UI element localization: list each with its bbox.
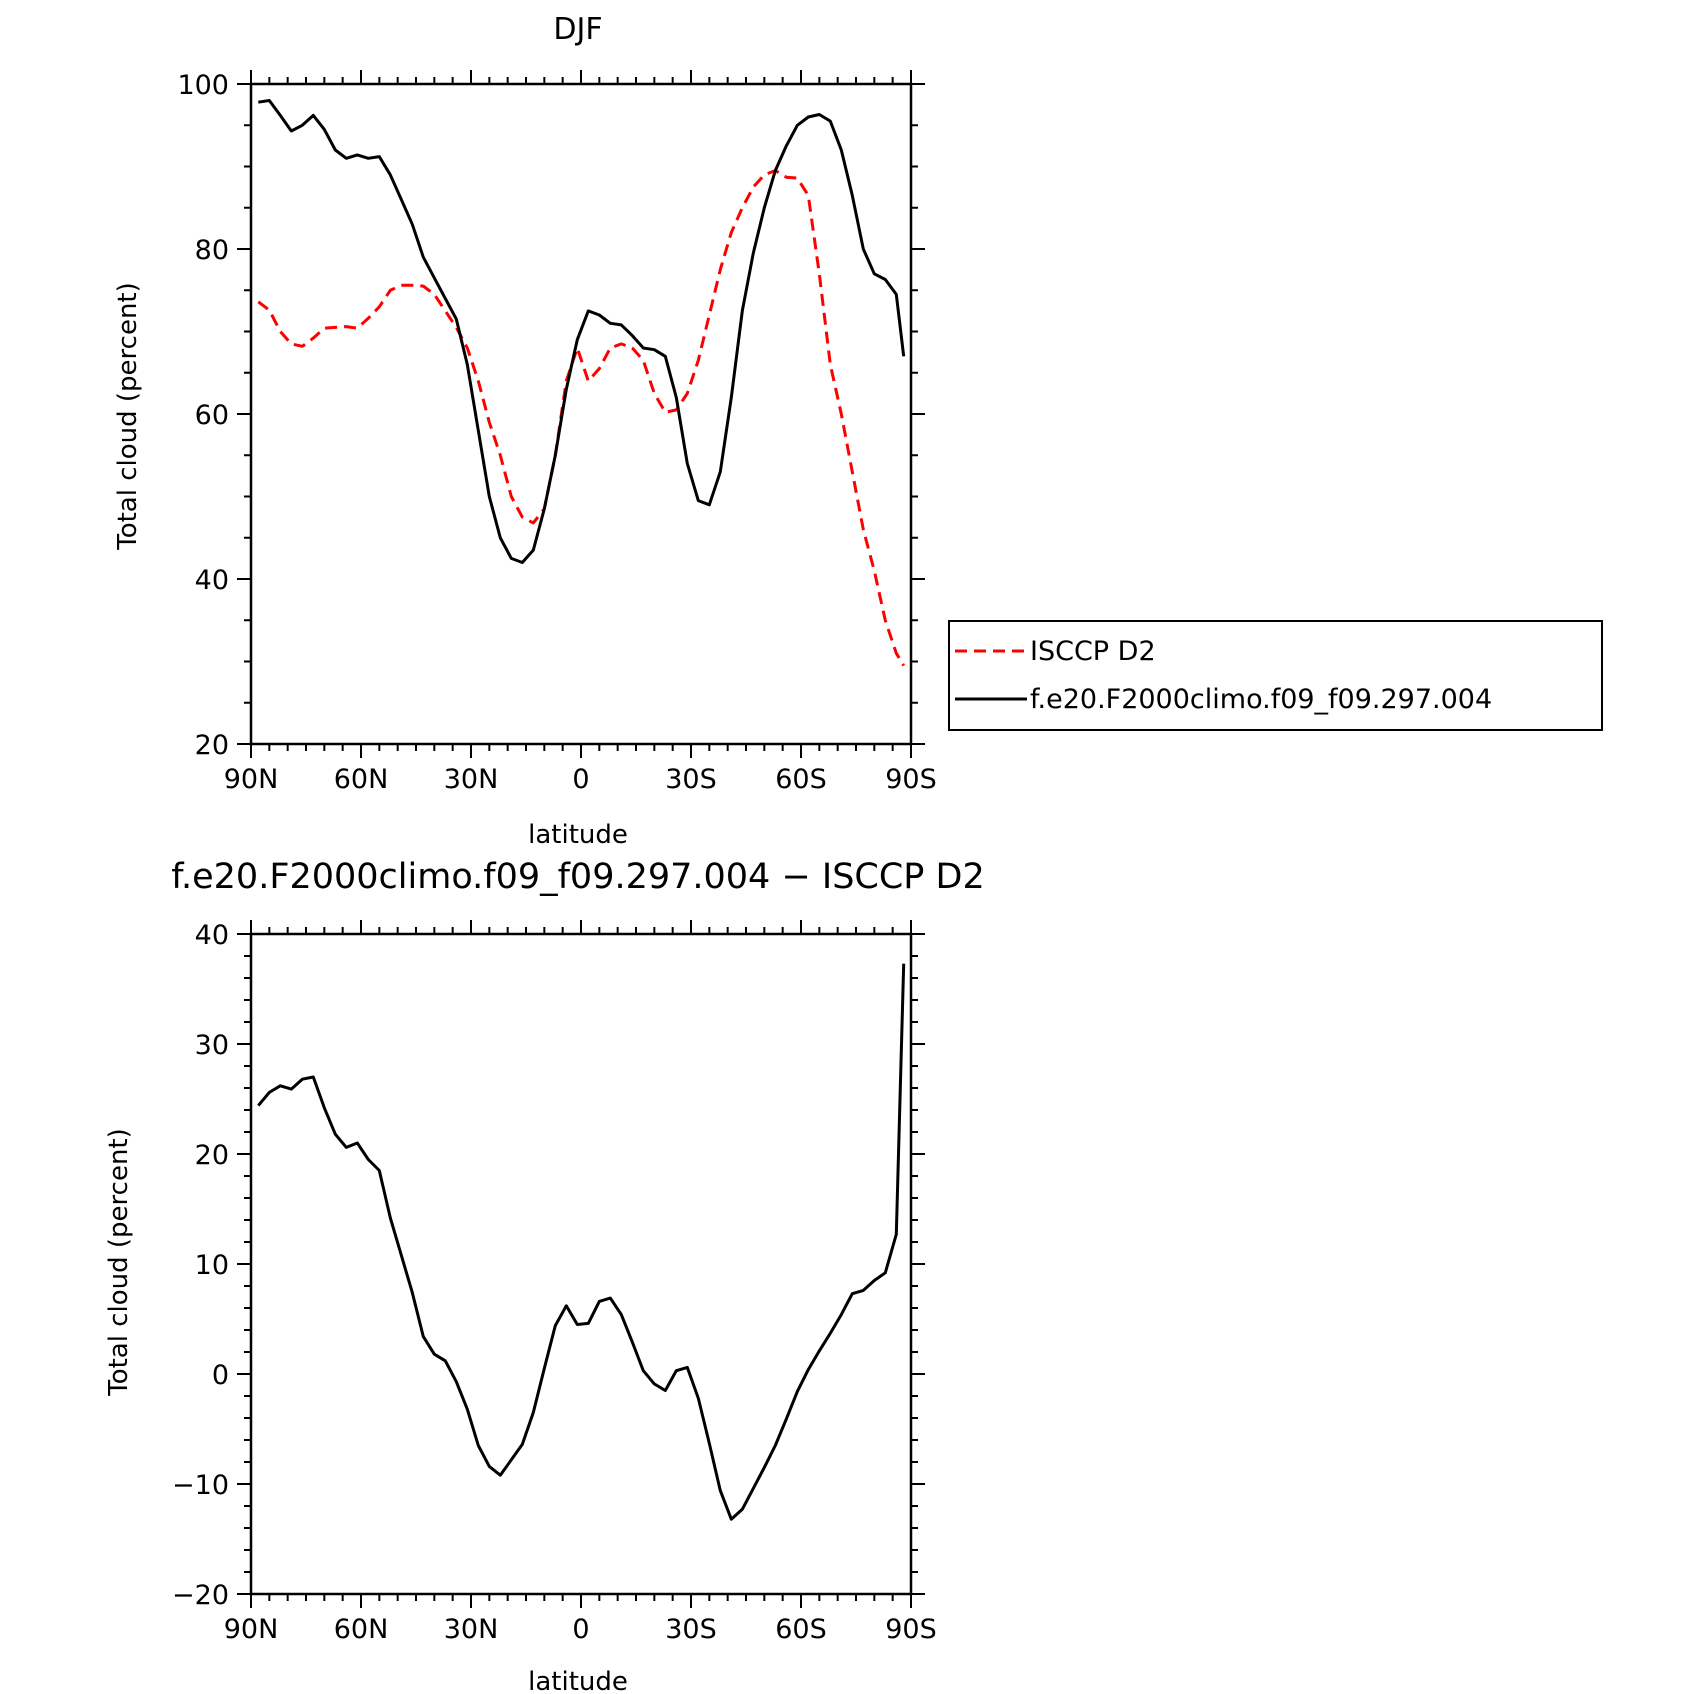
y-tick-label: 80 — [195, 235, 229, 266]
x-tick-label: 30S — [665, 1614, 717, 1645]
top-panel: DJF Total cloud (percent) latitude 90N 60… — [113, 12, 937, 850]
y-tick-label: 20 — [195, 730, 229, 761]
y-tick-label: 60 — [195, 400, 229, 431]
top-panel-tick-labels: 90N 60N 30N 0 30S 60S 90S 20 40 60 80 100 — [177, 70, 936, 795]
x-tick-label: 30S — [665, 764, 717, 795]
series-line-0 — [257, 963, 906, 1521]
bottom-panel-tick-labels: 90N 60N 30N 0 30S 60S 90S −20 −10 0 10 20 30 40 — [172, 920, 937, 1645]
y-tick-label: 30 — [195, 1030, 229, 1061]
y-tick-label: 40 — [195, 920, 229, 951]
bottom-panel-xlabel: latitude — [528, 1667, 628, 1694]
x-tick-label: 30N — [444, 764, 499, 795]
top-panel-title: DJF — [553, 12, 602, 47]
x-tick-label: 90S — [885, 764, 937, 795]
y-tick-label: 100 — [177, 70, 229, 101]
top-panel-xlabel: latitude — [528, 820, 628, 850]
bottom-panel-frame — [249, 932, 913, 1596]
bottom-panel-ticks — [237, 920, 925, 1608]
y-tick-label: 20 — [195, 1140, 229, 1171]
legend-label-isccp: ISCCP D2 — [1030, 636, 1156, 667]
x-tick-label: 90N — [224, 764, 279, 795]
x-tick-label: 60N — [334, 764, 389, 795]
series-line-1 — [258, 99, 906, 564]
x-tick-label: 0 — [572, 1614, 589, 1645]
y-tick-label: −20 — [172, 1580, 229, 1611]
top-panel-ylabel: Total cloud (percent) — [113, 282, 143, 551]
bottom-panel-title: f.e20.F2000climo.f09_f09.297.004 − ISCCP… — [171, 857, 985, 897]
bottom-panel: f.e20.F2000climo.f09_f09.297.004 − ISCCP… — [104, 857, 985, 1694]
y-tick-label: 0 — [212, 1360, 229, 1391]
y-tick-label: 40 — [195, 565, 229, 596]
series-line-0 — [257, 169, 905, 667]
x-tick-label: 60S — [775, 764, 827, 795]
x-tick-label: 0 — [572, 764, 589, 795]
x-tick-label: 30N — [444, 1614, 499, 1645]
y-tick-label: −10 — [172, 1470, 229, 1501]
legend-label-model: f.e20.F2000climo.f09_f09.297.004 — [1030, 684, 1492, 715]
y-tick-label: 10 — [195, 1250, 229, 1281]
legend: ISCCP D2 f.e20.F2000climo.f09_f09.297.00… — [948, 620, 1603, 731]
top-panel-ticks — [237, 70, 925, 758]
top-panel-frame — [249, 82, 913, 746]
x-tick-label: 90S — [885, 1614, 937, 1645]
bottom-panel-series — [257, 963, 906, 1521]
legend-box — [948, 620, 1603, 731]
x-tick-label: 60N — [334, 1614, 389, 1645]
x-tick-label: 60S — [775, 1614, 827, 1645]
top-panel-series — [257, 99, 906, 667]
x-tick-label: 90N — [224, 1614, 279, 1645]
bottom-panel-ylabel: Total cloud (percent) — [104, 1128, 134, 1397]
